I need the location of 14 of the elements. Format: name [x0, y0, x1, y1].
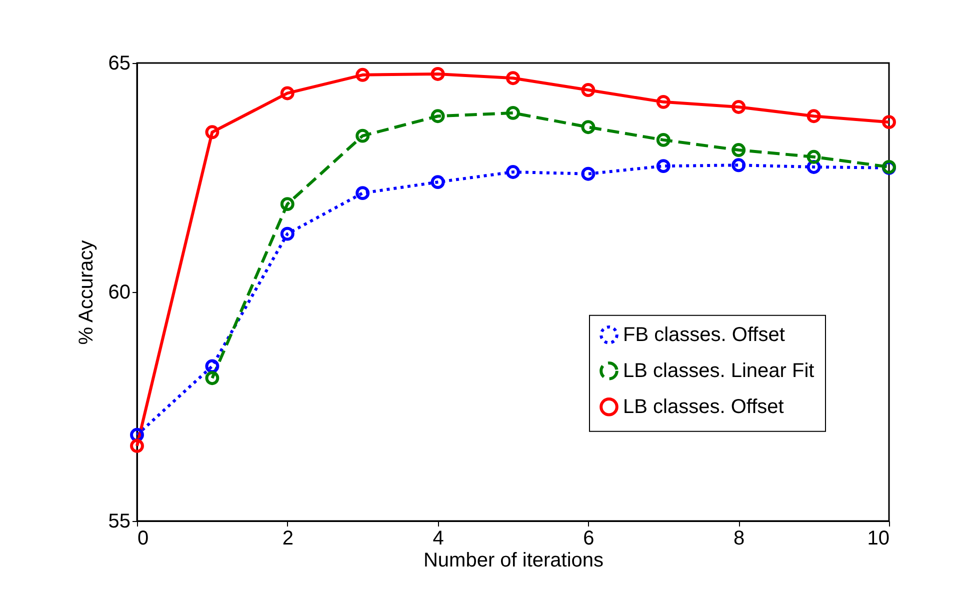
y-tick-label: 55 — [108, 510, 130, 532]
legend-label: LB classes. Linear Fit — [623, 360, 815, 382]
x-tick-label: 6 — [583, 528, 594, 550]
legend-label: FB classes. Offset — [623, 324, 786, 346]
x-tick-label: 10 — [867, 528, 890, 550]
y-tick-label: 60 — [108, 282, 130, 304]
x-tick-label: 4 — [432, 528, 444, 550]
y-axis-title: % Accuracy — [75, 240, 98, 345]
x-tick-label: 0 — [138, 528, 149, 550]
y-tick-label: 65 — [108, 52, 130, 74]
x-axis-title: Number of iterations — [423, 550, 604, 572]
legend-label: LB classes. Offset — [623, 396, 784, 418]
x-tick-label: 8 — [734, 528, 745, 550]
x-tick-label: 2 — [282, 528, 294, 550]
